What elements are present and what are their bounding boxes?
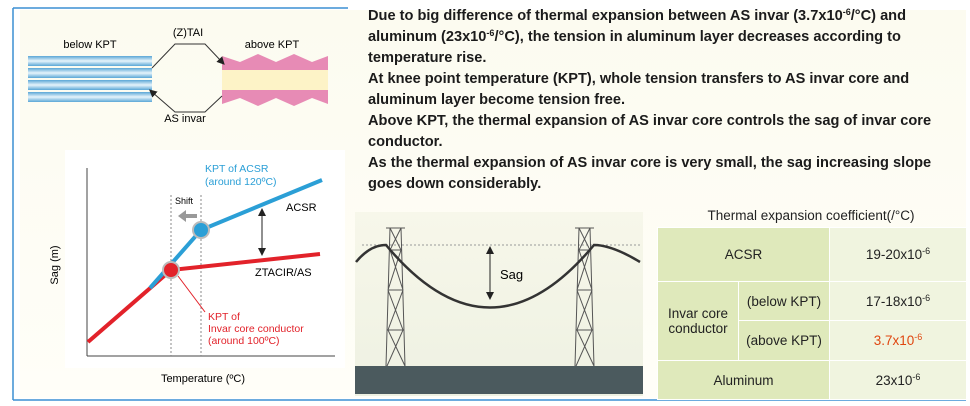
- label: ACSR: [286, 202, 317, 214]
- label: KPT of ACSR: [205, 163, 269, 175]
- axis-label: Sag (m): [49, 245, 61, 284]
- conductor-above: [222, 54, 328, 106]
- coefficient-table: ACSR 19-20x10-6 Invar core conductor (be…: [657, 227, 967, 400]
- cell: Aluminum: [657, 360, 830, 400]
- text: /°C), the tension in aluminum layer decr…: [368, 29, 901, 66]
- paragraph: Above KPT, the thermal expansion of AS i…: [368, 111, 968, 153]
- graph-box: [65, 150, 345, 368]
- label: (Z)TAI: [173, 27, 203, 39]
- label: ZTACIR/AS: [255, 267, 312, 279]
- shift-arrow: [178, 210, 197, 222]
- cell: (below KPT): [738, 281, 830, 321]
- cell: 19-20x10-6: [829, 227, 967, 282]
- cell: ACSR: [657, 227, 830, 282]
- table-title: Thermal expansion coefficient(/°C): [707, 208, 915, 223]
- cell: (above KPT): [738, 320, 830, 361]
- acsr-kpt: [192, 221, 210, 239]
- arrow: [148, 89, 223, 113]
- value: 17-18x10: [865, 293, 923, 309]
- label: Shift: [175, 196, 194, 206]
- value: 3.7x10: [873, 333, 915, 348]
- label: Invar core conductor: [208, 323, 304, 335]
- label: below KPT: [63, 39, 116, 51]
- superscript: -6: [914, 332, 923, 342]
- axis-label: Temperature (ºC): [161, 373, 245, 385]
- paragraph: As the thermal expansion of AS invar cor…: [368, 153, 968, 195]
- label: (around 120ºC): [205, 176, 277, 188]
- invar-kpt: [162, 261, 180, 279]
- label: AS invar: [164, 113, 206, 125]
- cell: Invar core conductor: [657, 281, 739, 361]
- ground: [355, 366, 643, 394]
- pointer: [177, 275, 206, 313]
- paragraph: At knee point temperature (KPT), whole t…: [368, 69, 968, 111]
- tower-left: [385, 227, 406, 367]
- text: Due to big difference of thermal expansi…: [368, 8, 843, 24]
- text: Above KPT, the thermal expansion of AS i…: [368, 113, 932, 150]
- text: /°C) and aluminum (23x10: [368, 8, 907, 45]
- description: Due to big difference of thermal expansi…: [368, 6, 968, 195]
- paragraph: Due to big difference of thermal expansi…: [368, 6, 968, 69]
- superscript: -6: [922, 246, 931, 256]
- text: At knee point temperature (KPT), whole t…: [368, 71, 910, 108]
- cell: 3.7x10-6: [829, 320, 967, 361]
- superscript: -6: [922, 292, 931, 303]
- label: Sag: [500, 267, 523, 282]
- label: above KPT: [245, 39, 300, 51]
- conductor-below: [28, 56, 152, 102]
- superscript: -6: [486, 28, 495, 38]
- superscript: -6: [912, 371, 921, 382]
- cell: 17-18x10-6: [829, 281, 967, 321]
- arrow: [151, 43, 225, 69]
- value: 23x10: [875, 372, 913, 388]
- label: KPT of: [208, 311, 240, 323]
- text: As the thermal expansion of AS invar cor…: [368, 155, 932, 192]
- superscript: -6: [842, 7, 851, 17]
- label: (around 100ºC): [208, 335, 280, 347]
- tower-right: [574, 227, 595, 367]
- cell: 23x10-6: [829, 360, 967, 400]
- conductor-line: [355, 243, 641, 309]
- value: 19-20x10: [865, 247, 923, 262]
